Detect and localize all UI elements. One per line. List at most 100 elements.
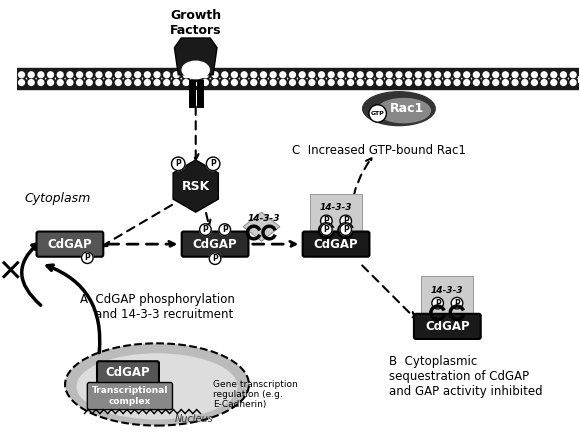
Circle shape	[94, 70, 104, 80]
Circle shape	[356, 78, 365, 87]
Circle shape	[346, 78, 356, 87]
Circle shape	[570, 72, 576, 78]
Circle shape	[435, 72, 441, 78]
Text: CdGAP: CdGAP	[193, 238, 237, 251]
Circle shape	[210, 70, 220, 80]
Text: RSK: RSK	[182, 180, 210, 193]
Circle shape	[299, 80, 305, 85]
Polygon shape	[173, 160, 218, 212]
Circle shape	[539, 70, 549, 80]
Text: P: P	[324, 225, 329, 234]
Text: 14-3-3: 14-3-3	[247, 215, 280, 224]
Circle shape	[481, 70, 491, 80]
Circle shape	[318, 80, 324, 85]
Circle shape	[307, 78, 317, 87]
Circle shape	[433, 70, 443, 80]
Circle shape	[357, 72, 363, 78]
Circle shape	[356, 70, 365, 80]
Circle shape	[162, 70, 172, 80]
Circle shape	[231, 80, 237, 85]
Circle shape	[38, 80, 44, 85]
Circle shape	[367, 72, 373, 78]
Circle shape	[568, 78, 578, 87]
Circle shape	[280, 80, 286, 85]
Circle shape	[549, 78, 559, 87]
Circle shape	[36, 78, 46, 87]
Circle shape	[65, 70, 75, 80]
Circle shape	[220, 70, 230, 80]
Text: Transcriptional
complex: Transcriptional complex	[92, 386, 168, 406]
Circle shape	[222, 80, 228, 85]
Circle shape	[193, 80, 198, 85]
Circle shape	[510, 78, 520, 87]
Circle shape	[181, 78, 191, 87]
Circle shape	[278, 70, 288, 80]
Circle shape	[483, 72, 489, 78]
Circle shape	[404, 78, 414, 87]
Circle shape	[269, 78, 278, 87]
Circle shape	[19, 80, 24, 85]
Circle shape	[259, 70, 269, 80]
Circle shape	[541, 72, 547, 78]
Circle shape	[240, 70, 249, 80]
Circle shape	[406, 80, 412, 85]
Text: 14-3-3: 14-3-3	[431, 286, 463, 295]
Circle shape	[328, 80, 334, 85]
Text: A  CdGAP phosphorylation
    and 14-3-3 recruitment: A CdGAP phosphorylation and 14-3-3 recru…	[79, 293, 234, 320]
Circle shape	[549, 70, 559, 80]
Text: CdGAP: CdGAP	[425, 320, 470, 333]
Circle shape	[26, 70, 36, 80]
Circle shape	[502, 80, 508, 85]
Circle shape	[435, 80, 441, 85]
Text: P: P	[212, 254, 218, 263]
Circle shape	[340, 215, 351, 227]
Circle shape	[375, 70, 385, 80]
Circle shape	[115, 80, 121, 85]
Circle shape	[369, 105, 386, 122]
Circle shape	[212, 80, 218, 85]
Circle shape	[56, 70, 65, 80]
Text: CdGAP: CdGAP	[106, 366, 150, 379]
Circle shape	[75, 78, 85, 87]
Text: P: P	[211, 159, 216, 168]
Ellipse shape	[77, 354, 237, 419]
Circle shape	[289, 80, 295, 85]
Circle shape	[336, 70, 346, 80]
Circle shape	[106, 72, 111, 78]
Circle shape	[298, 70, 307, 80]
Circle shape	[512, 72, 518, 78]
Circle shape	[560, 72, 566, 78]
Circle shape	[86, 72, 92, 78]
Circle shape	[96, 80, 102, 85]
Text: Growth
Factors: Growth Factors	[170, 9, 222, 37]
Circle shape	[452, 78, 462, 87]
Circle shape	[46, 70, 56, 80]
Circle shape	[46, 78, 56, 87]
Circle shape	[386, 72, 392, 78]
Circle shape	[327, 70, 336, 80]
Circle shape	[85, 78, 94, 87]
Text: P: P	[175, 159, 181, 168]
Circle shape	[125, 72, 131, 78]
Circle shape	[193, 72, 198, 78]
Circle shape	[444, 72, 450, 78]
Circle shape	[376, 80, 382, 85]
Circle shape	[551, 80, 557, 85]
Circle shape	[530, 78, 539, 87]
Circle shape	[152, 78, 162, 87]
Circle shape	[17, 78, 26, 87]
Circle shape	[317, 70, 327, 80]
Text: B  Cytoplasmic
sequestration of CdGAP
and GAP activity inhibited: B Cytoplasmic sequestration of CdGAP and…	[389, 355, 543, 399]
Circle shape	[415, 72, 421, 78]
Circle shape	[143, 78, 152, 87]
FancyBboxPatch shape	[97, 361, 159, 385]
Circle shape	[201, 70, 210, 80]
Circle shape	[394, 78, 404, 87]
Circle shape	[48, 72, 53, 78]
Circle shape	[423, 78, 433, 87]
Circle shape	[212, 72, 218, 78]
Circle shape	[327, 78, 336, 87]
Circle shape	[57, 80, 63, 85]
Circle shape	[404, 70, 414, 80]
Circle shape	[462, 78, 472, 87]
